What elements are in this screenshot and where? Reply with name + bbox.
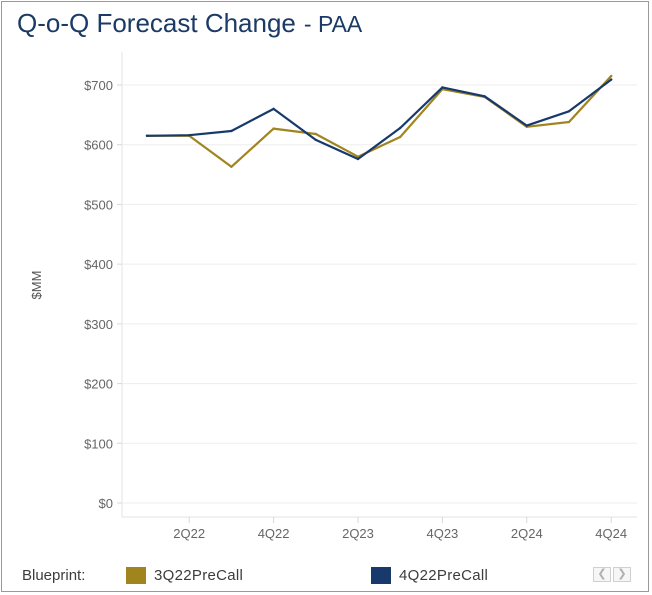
data-point-4q22precall[interactable] <box>610 78 613 81</box>
data-point-4q22precall[interactable] <box>230 129 233 133</box>
data-point-4q22precall[interactable] <box>399 126 402 130</box>
x-tick-label: 4Q24 <box>595 526 627 541</box>
data-point-3q22precall[interactable] <box>567 120 571 124</box>
chevron-left-icon[interactable]: ❮ <box>593 567 611 582</box>
y-tick-label: $700 <box>84 78 113 93</box>
series-line-3q22precall[interactable] <box>145 74 613 168</box>
chart-title: Q-o-Q Forecast Change - PAA <box>17 8 362 39</box>
legend-label: 4Q22PreCall <box>399 567 489 584</box>
legend-swatch <box>371 567 391 584</box>
y-tick-label: $600 <box>84 138 113 153</box>
y-axis: $0 $100 $200 $300 $400 $500 $600 $700 <box>84 78 122 511</box>
legend-swatch <box>126 567 146 584</box>
data-point-4q22precall[interactable] <box>272 107 275 111</box>
y-axis-label: $MM <box>29 271 44 300</box>
data-point-4q22precall[interactable] <box>188 133 191 137</box>
gridlines <box>121 52 637 518</box>
y-tick-label: $0 <box>99 496 113 511</box>
data-point-4q22precall[interactable] <box>483 95 486 98</box>
x-tick-label: 4Q22 <box>258 526 290 541</box>
data-point-4q22precall[interactable] <box>567 110 571 113</box>
data-point-3q22precall[interactable] <box>610 74 613 78</box>
title-subtitle: - PAA <box>303 11 363 37</box>
data-point-3q22precall[interactable] <box>399 135 402 139</box>
series-line-4q22precall[interactable] <box>145 78 613 161</box>
title-main: Q-o-Q Forecast Change <box>17 8 296 38</box>
legend-label: 3Q22PreCall <box>154 567 244 584</box>
x-tick-label: 2Q22 <box>173 526 205 541</box>
legend: Blueprint: 3Q22PreCall 4Q22PreCall <box>22 565 642 587</box>
data-point-3q22precall[interactable] <box>230 165 233 169</box>
y-tick-label: $300 <box>84 317 113 332</box>
x-tick-label: 2Q23 <box>342 526 374 541</box>
y-tick-label: $400 <box>84 257 113 272</box>
x-axis: 2Q22 4Q22 2Q23 4Q23 2Q24 4Q24 <box>173 517 627 541</box>
x-tick-label: 4Q23 <box>426 526 458 541</box>
data-point-4q22precall[interactable] <box>356 157 360 161</box>
data-point-4q22precall[interactable] <box>525 124 528 127</box>
data-point-4q22precall[interactable] <box>314 138 317 142</box>
chevron-right-icon[interactable]: ❯ <box>613 567 631 582</box>
legend-pager: ❮ ❯ <box>593 567 633 583</box>
y-tick-label: $200 <box>84 377 113 392</box>
data-point-3q22precall[interactable] <box>314 132 317 136</box>
data-point-3q22precall[interactable] <box>272 127 275 130</box>
series-lines <box>145 74 613 169</box>
y-tick-label: $500 <box>84 197 113 212</box>
data-point-4q22precall[interactable] <box>145 134 149 137</box>
data-point-4q22precall[interactable] <box>441 86 444 89</box>
legend-title: Blueprint: <box>22 567 86 584</box>
x-tick-label: 2Q24 <box>511 526 543 541</box>
y-tick-label: $100 <box>84 436 113 451</box>
